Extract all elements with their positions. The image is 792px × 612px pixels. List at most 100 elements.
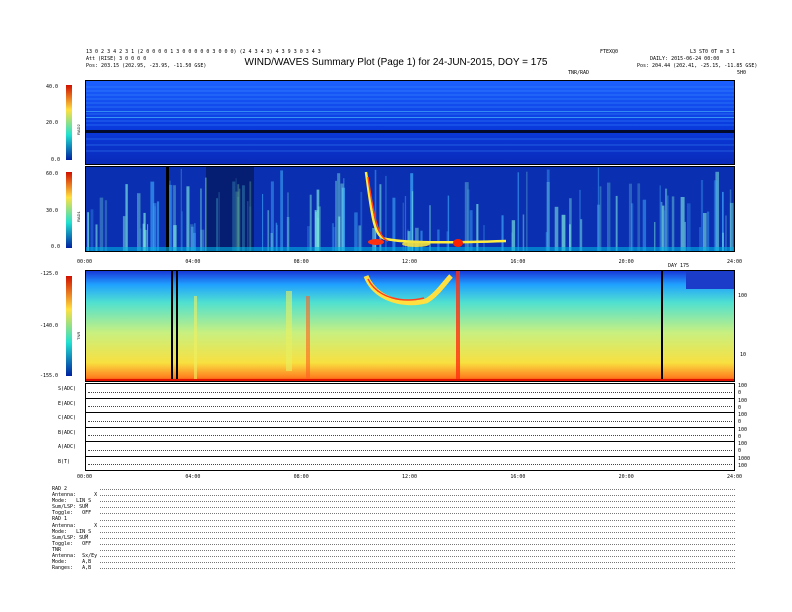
status-dotted-line [100,507,735,509]
line-panel-right-tick: 0 [738,419,742,425]
time-tick-label: 00:00 [77,259,93,265]
rad1-burst-streak [137,193,141,251]
rad1-burst-streak [476,204,479,251]
header-right-code2: L3 ST0 0T m 3 1 [690,49,736,55]
rad1-burst-streak [104,200,108,251]
rad1-burst-streak [99,197,104,251]
line-panel-label: B(T) [58,458,71,465]
rad1-burst-streak [90,209,94,251]
rad1-burst-streak [237,184,240,251]
rad1-burst-streak [262,194,264,251]
line-panel-right-tick: 0 [738,390,742,396]
header-right-line2: DAILY: 2015-06-24 00:00 [650,56,720,62]
line-panel [85,383,735,399]
status-dotted-line [100,495,735,497]
status-dotted-line [100,537,735,539]
rad1-burst-streak [270,181,274,251]
rad1-burst-streak [607,182,611,251]
tnr-tick: -140.0 [40,323,59,329]
rad1-burst-streak [242,185,245,251]
rad1-burst-streak [122,216,126,251]
rad1-burst-streak [287,192,289,251]
rad1-burst-streak [173,225,177,251]
rad1-burst-streak [232,181,236,251]
status-dotted-line [100,556,735,558]
rad1-burst-streak [143,212,146,251]
rad1-burst-streak [267,210,270,251]
tnr-rad-label: TNR/RAD [568,70,590,76]
line-panel-right-tick: 100 [738,383,748,389]
rad1-burst-streak [354,212,358,251]
rad1-burst-streak [671,196,675,251]
time-tick-label: 16:00 [510,259,526,265]
rad1-burst-streak [580,219,583,251]
rad1-burst-streak [569,224,571,251]
time-tick-label: 20:00 [618,259,634,265]
time-tick-label: 16:00 [510,474,526,480]
rad1-burst-streak [569,198,572,251]
rad1-burst-streak [341,187,345,251]
rad1-tick: 0.0 [51,244,61,250]
rad1-burst-streak [715,171,719,251]
rad1-burst-streak [358,225,362,251]
rad1-burst-streak [554,206,559,251]
rad1-burst-streak [247,201,249,251]
line-trace [88,464,732,466]
rad1-burst-streak [729,189,732,251]
rad1-burst-streak [249,181,252,251]
rad1-burst-streak [597,204,601,251]
rad1-burst-streak [218,192,220,251]
header-left-line2: Att (RISE) 3 0 0 0 0 [86,56,147,62]
line-panel [85,397,735,413]
rad1-burst-streak [181,211,183,251]
line-trace [88,406,732,408]
rad1-burst-streak [360,191,363,251]
time-tick-label: 04:00 [185,474,201,480]
line-panel-label: C(ADC) [58,415,77,421]
rad1-burst-streak [483,225,485,251]
rad1-burst-streak [411,191,414,251]
time-tick-label: 24:00 [727,474,743,480]
rad1-burst-streak [248,206,252,251]
rad1-burst-streak [402,202,404,251]
line-panel [85,412,735,428]
rad1-burst-streak [663,210,666,251]
tnr-colorbar [66,276,72,376]
rad1-burst-streak [190,224,194,251]
status-dotted-line [100,525,735,527]
status-block: RAD 2 Antenna: X Mode: LIN_S Sum/LSP: SU… [52,486,98,572]
line-panel-right-tick: 0 [738,404,742,411]
rad1-tick: 60.0 [46,171,59,177]
rad1-burst-streak [95,224,98,251]
status-dotted-line [100,501,735,503]
header-left-line3: Pos: 203.15 (202.95, -23.95, -11.50 GSE) [86,63,207,69]
rad1-burst-streak [200,188,202,251]
rad1-burst-streak [275,222,278,251]
rad2-tick: 0.0 [51,157,61,163]
rad1-burst-streak [194,223,196,251]
rad1-burst-streak [410,173,414,251]
rad1-burst-streak [374,169,377,251]
rad1-burst-streak [309,194,312,251]
rad1-burst-streak [703,213,707,251]
line-panel-right-tick: 100 [738,426,748,433]
rad1-burst-streak [205,177,207,251]
tnr-spectrogram [85,270,735,382]
status-dotted-line [100,543,735,545]
rad2-tick: 20.0 [46,120,59,126]
rad1-burst-streak [238,188,241,251]
rad1-burst-streak [333,227,336,251]
rad1-burst-streak [722,191,724,251]
rad1-burst-streak [338,216,341,251]
rad1-burst-streak [193,232,196,251]
rad1-burst-streak [153,203,157,251]
line-trace [88,435,732,437]
line-panel [85,426,735,442]
rad1-burst-streak [168,184,173,251]
rad1-burst-streak [154,206,156,251]
header-left-line1: 13 0 2 3 4 2 3 1 (2 0 0 0 0 1 3 0 0 0 0 … [86,49,321,55]
line-panel [85,455,735,471]
corner-label: 5H0 [737,70,747,76]
rad1-burst-streak [526,171,528,251]
status-dotted-line [100,531,735,533]
